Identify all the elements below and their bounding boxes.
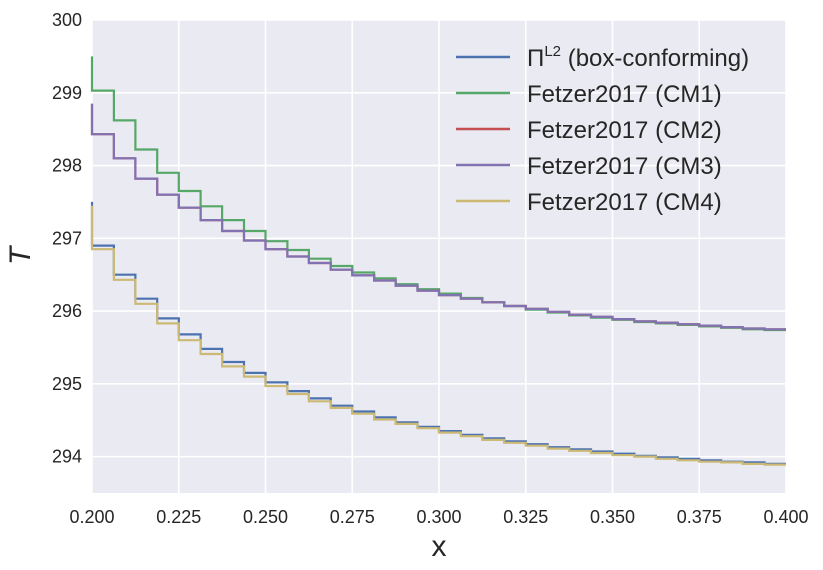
x-tick-label: 0.325 bbox=[503, 507, 548, 527]
legend: ΠL2 (box-conforming) Fetzer2017 (CM1) Fetz… bbox=[456, 43, 749, 216]
x-tick-label: 0.300 bbox=[416, 507, 461, 527]
legend-label: Fetzer2017 (CM4) bbox=[527, 189, 722, 216]
y-tick-label: 294 bbox=[52, 447, 82, 467]
x-tick-label: 0.400 bbox=[763, 507, 808, 527]
x-tick-label: 0.275 bbox=[330, 507, 375, 527]
x-tick-label: 0.200 bbox=[69, 507, 114, 527]
legend-label: Fetzer2017 (CM2) bbox=[527, 117, 722, 144]
y-axis-label: T bbox=[4, 244, 37, 265]
y-tick-label: 299 bbox=[52, 83, 82, 103]
y-tick-label: 300 bbox=[52, 10, 82, 30]
y-tick-labels: 294 295 296 297 298 299 300 bbox=[52, 10, 82, 467]
x-tick-labels: 0.200 0.225 0.250 0.275 0.300 0.325 0.350 0.375… bbox=[69, 507, 808, 527]
x-tick-label: 0.225 bbox=[156, 507, 201, 527]
legend-label-rest: (box-conforming) bbox=[561, 45, 749, 72]
y-tick-label: 296 bbox=[52, 301, 82, 321]
y-tick-label: 298 bbox=[52, 156, 82, 176]
series-line-5 bbox=[90, 205, 786, 466]
plot-lines bbox=[90, 56, 786, 466]
y-tick-label: 295 bbox=[52, 374, 82, 394]
x-axis-label: x bbox=[432, 530, 447, 563]
legend-label: Fetzer2017 (CM1) bbox=[527, 81, 722, 108]
legend-label-superscript: L2 bbox=[544, 43, 561, 60]
x-tick-label: 0.375 bbox=[677, 507, 722, 527]
y-tick-label: 297 bbox=[52, 228, 82, 248]
legend-label-main: Π bbox=[527, 45, 544, 72]
x-tick-label: 0.350 bbox=[590, 507, 635, 527]
legend-label: Fetzer2017 (CM3) bbox=[527, 153, 722, 180]
series-line-4 bbox=[90, 103, 786, 331]
legend-label: ΠL2 (box-conforming) bbox=[527, 43, 749, 72]
x-tick-label: 0.250 bbox=[243, 507, 288, 527]
